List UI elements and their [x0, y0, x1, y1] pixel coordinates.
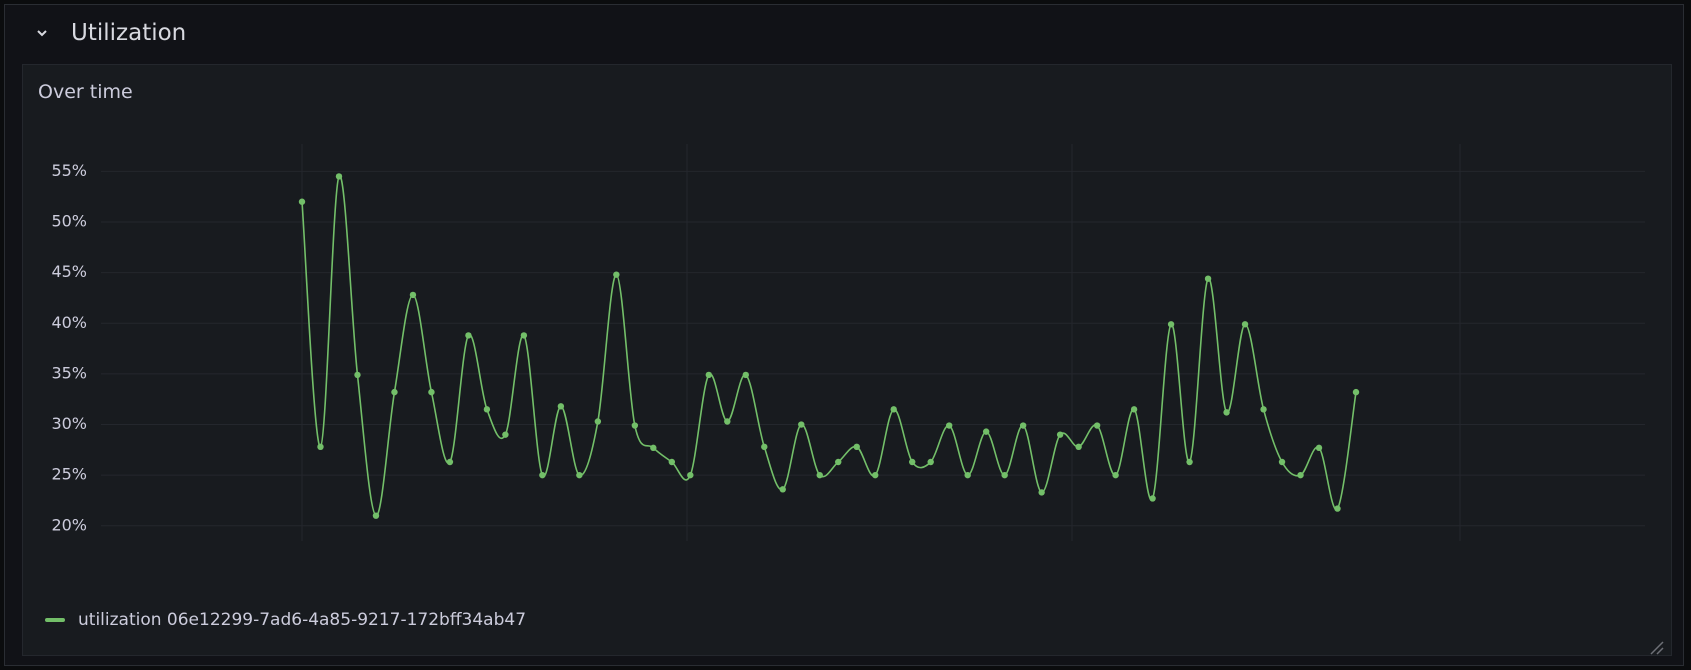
- data-point: [982, 428, 990, 435]
- y-tick-label: 40%: [51, 313, 87, 332]
- data-point: [1093, 422, 1101, 429]
- y-tick-label: 25%: [51, 465, 87, 484]
- data-point: [1241, 321, 1249, 328]
- y-tick-label: 20%: [51, 515, 87, 534]
- data-point: [1186, 458, 1193, 466]
- data-point: [668, 458, 676, 466]
- y-tick-label: 55%: [51, 161, 87, 180]
- data-point: [502, 431, 509, 438]
- data-point: [576, 471, 583, 479]
- data-point: [613, 271, 620, 278]
- data-point: [483, 406, 491, 413]
- data-point: [927, 458, 934, 466]
- data-point: [909, 458, 916, 466]
- data-point: [1112, 471, 1119, 479]
- data-point: [465, 332, 472, 339]
- data-point: [539, 471, 546, 479]
- data-point: [1204, 275, 1212, 282]
- series-line: [301, 175, 1357, 517]
- resize-handle[interactable]: [1650, 641, 1664, 655]
- chart: 20% 25% 30% 35% 40% 45% 50% 55% utilization 06e1…: [45, 144, 1664, 655]
- data-point: [1130, 406, 1138, 413]
- panel-title: Over time: [38, 81, 133, 103]
- data-point: [372, 512, 380, 519]
- data-point: [1223, 409, 1230, 416]
- data-point: [557, 403, 565, 410]
- data-point: [1149, 495, 1156, 502]
- data-point: [742, 371, 749, 379]
- data-point: [1278, 458, 1286, 466]
- data-point: [594, 418, 602, 425]
- data-point: [724, 418, 731, 425]
- data-point: [354, 371, 361, 379]
- data-point: [1167, 321, 1175, 328]
- data-point: [835, 458, 842, 466]
- legend-swatch: [45, 618, 65, 622]
- data-point: [1297, 471, 1304, 479]
- data-point: [650, 444, 657, 452]
- data-point: [1315, 444, 1323, 452]
- data-point: [409, 291, 417, 299]
- data-point: [779, 486, 786, 493]
- y-tick-label: 30%: [51, 414, 87, 433]
- y-tick-label: 35%: [51, 363, 87, 382]
- data-point: [1075, 443, 1082, 451]
- legend-label[interactable]: utilization 06e12299-7ad6-4a85-9217-172b…: [78, 610, 526, 630]
- data-point: [687, 471, 694, 479]
- row-header[interactable]: Utilization: [35, 13, 186, 53]
- data-point: [1334, 505, 1341, 512]
- data-point: [428, 388, 435, 396]
- data-point: [520, 332, 528, 339]
- data-point: [631, 422, 639, 429]
- data-point: [335, 173, 343, 180]
- data-point: [890, 406, 897, 413]
- data-point: [945, 422, 953, 429]
- data-point: [964, 471, 971, 479]
- data-point: [816, 471, 823, 479]
- data-point: [872, 471, 879, 479]
- data-point: [298, 198, 306, 205]
- collapse-icon[interactable]: [35, 28, 49, 38]
- data-point: [1038, 489, 1045, 496]
- dashboard-row: Utilization Over time 20% 25% 30% 35% 40% 45%…: [4, 4, 1684, 666]
- data-point: [1001, 471, 1008, 479]
- data-point: [1260, 406, 1267, 413]
- data-point: [1352, 388, 1360, 396]
- data-point: [317, 443, 324, 451]
- y-tick-label: 50%: [51, 211, 87, 230]
- data-point: [446, 458, 454, 466]
- data-point: [798, 421, 805, 428]
- data-point: [391, 388, 398, 396]
- data-point: [705, 371, 713, 379]
- data-point: [1056, 431, 1064, 438]
- data-point: [761, 443, 768, 451]
- row-title: Utilization: [71, 20, 187, 46]
- data-point: [853, 443, 860, 451]
- panel: Over time 20% 25% 30% 35% 40% 45% 50% 55% utiliz…: [22, 64, 1672, 656]
- y-tick-label: 45%: [51, 262, 87, 281]
- data-point: [1019, 422, 1027, 429]
